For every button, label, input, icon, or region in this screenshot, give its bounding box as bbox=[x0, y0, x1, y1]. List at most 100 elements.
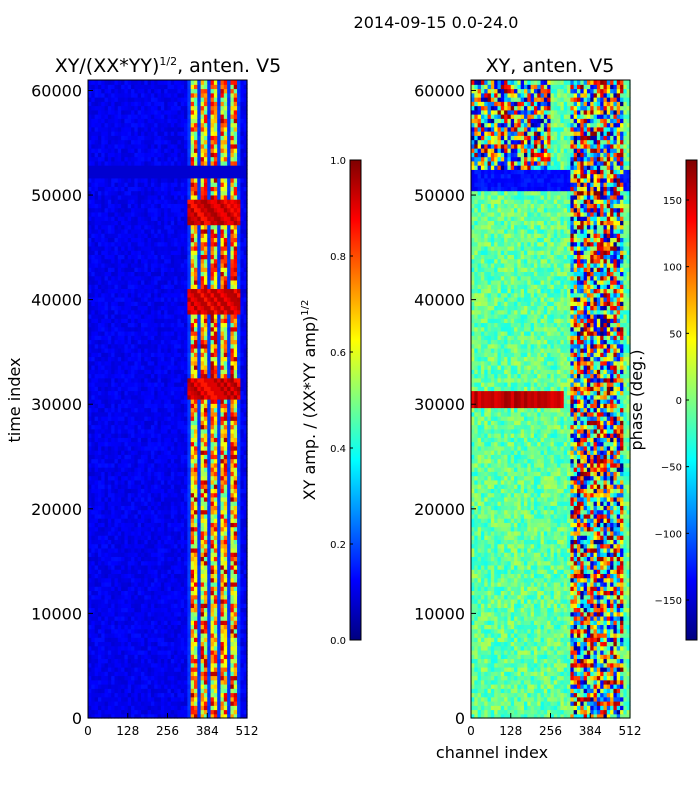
heatmap-cell bbox=[101, 671, 106, 677]
heatmap-cell bbox=[237, 624, 241, 630]
heatmap-cell bbox=[220, 586, 225, 591]
heatmap-cell bbox=[154, 539, 159, 545]
heatmap-cell bbox=[194, 518, 198, 523]
heatmap-cell bbox=[170, 577, 175, 583]
heatmap-cell bbox=[217, 577, 222, 583]
heatmap-cell bbox=[157, 577, 162, 583]
heatmap-cell bbox=[94, 556, 99, 562]
heatmap-cell bbox=[220, 564, 225, 570]
heatmap-cell bbox=[243, 577, 248, 583]
heatmap-cell bbox=[233, 628, 238, 634]
heatmap-cell bbox=[147, 556, 152, 562]
heatmap-cell bbox=[134, 705, 139, 711]
heatmap-cell bbox=[220, 683, 225, 689]
heatmap-cell bbox=[227, 671, 232, 677]
heatmap-cell bbox=[141, 586, 145, 591]
heatmap-cell bbox=[210, 522, 215, 528]
heatmap-cell bbox=[147, 492, 152, 498]
heatmap-cell bbox=[114, 564, 119, 570]
heatmap-cell bbox=[223, 522, 228, 528]
heatmap-cell bbox=[101, 598, 106, 604]
heatmap-cell bbox=[157, 603, 162, 609]
heatmap-cell bbox=[104, 675, 109, 681]
heatmap-cell bbox=[213, 611, 218, 617]
heatmap-cell bbox=[190, 598, 195, 604]
heatmap-cell bbox=[104, 662, 109, 668]
heatmap-cell bbox=[150, 641, 155, 647]
heatmap-cell bbox=[107, 688, 112, 694]
heatmap-cell bbox=[101, 492, 106, 498]
heatmap-cell bbox=[147, 709, 152, 715]
heatmap-cell bbox=[134, 607, 139, 613]
heatmap-cell bbox=[203, 705, 208, 711]
heatmap-cell bbox=[203, 509, 208, 515]
heatmap-cell bbox=[187, 671, 192, 677]
heatmap-cell bbox=[131, 649, 135, 655]
heatmap-cell bbox=[91, 543, 96, 549]
heatmap-cell bbox=[207, 649, 212, 655]
heatmap-cell bbox=[94, 501, 99, 506]
heatmap-cell bbox=[144, 530, 149, 536]
heatmap-cell bbox=[194, 522, 198, 528]
heatmap-cell bbox=[88, 624, 92, 630]
heatmap-cell bbox=[174, 679, 179, 685]
heatmap-cell bbox=[88, 658, 92, 664]
heatmap-cell bbox=[117, 671, 122, 677]
heatmap-cell bbox=[233, 671, 238, 677]
heatmap-cell bbox=[164, 662, 169, 668]
heatmap-cell bbox=[240, 637, 245, 643]
heatmap-cell bbox=[154, 581, 159, 587]
heatmap-cell bbox=[124, 713, 129, 719]
heatmap-cell bbox=[177, 709, 182, 715]
heatmap-cell bbox=[154, 564, 159, 570]
heatmap-cell bbox=[207, 513, 212, 519]
heatmap-cell bbox=[101, 488, 106, 494]
heatmap-cell bbox=[124, 649, 129, 655]
heatmap-cell bbox=[227, 692, 232, 698]
heatmap-cell bbox=[91, 666, 96, 672]
heatmap-cell bbox=[124, 577, 129, 583]
heatmap-cell bbox=[160, 615, 165, 621]
heatmap-cell bbox=[184, 637, 188, 643]
heatmap-cell bbox=[144, 564, 149, 570]
heatmap-cell bbox=[147, 611, 152, 617]
heatmap-cell bbox=[190, 705, 195, 711]
heatmap-cell bbox=[194, 658, 198, 664]
heatmap-cell bbox=[111, 675, 116, 681]
heatmap-cell bbox=[197, 543, 202, 549]
heatmap-cell bbox=[134, 624, 139, 630]
heatmap-cell bbox=[97, 577, 102, 583]
heatmap-cell bbox=[131, 620, 135, 626]
heatmap-cell bbox=[134, 666, 139, 672]
heatmap-cell bbox=[94, 552, 99, 557]
heatmap-cell bbox=[160, 666, 165, 672]
heatmap-cell bbox=[174, 705, 179, 711]
heatmap-cell bbox=[233, 564, 238, 570]
heatmap-cell bbox=[233, 603, 238, 609]
heatmap-cell bbox=[220, 543, 225, 549]
heatmap-cell bbox=[104, 505, 109, 511]
heatmap-cell bbox=[107, 594, 112, 600]
heatmap-cell bbox=[200, 556, 205, 562]
heatmap-cell bbox=[121, 645, 126, 651]
heatmap-cell bbox=[240, 692, 245, 698]
heatmap-cell bbox=[233, 709, 238, 715]
heatmap-cell bbox=[114, 696, 119, 702]
heatmap-cell bbox=[137, 560, 142, 566]
heatmap-cell bbox=[237, 581, 241, 587]
heatmap-cell bbox=[170, 641, 175, 647]
heatmap-cell bbox=[200, 713, 205, 719]
heatmap-cell bbox=[237, 632, 241, 638]
heatmap-cell bbox=[177, 611, 182, 617]
heatmap-cell bbox=[131, 513, 135, 519]
heatmap-cell bbox=[213, 615, 218, 621]
heatmap-cell bbox=[164, 492, 169, 498]
heatmap-cell bbox=[160, 611, 165, 617]
heatmap-cell bbox=[194, 688, 198, 694]
heatmap-cell bbox=[154, 713, 159, 719]
heatmap-cell bbox=[150, 573, 155, 579]
heatmap-cell bbox=[200, 709, 205, 715]
heatmap-cell bbox=[134, 530, 139, 536]
heatmap-cell bbox=[114, 560, 119, 566]
heatmap-cell bbox=[170, 569, 175, 574]
